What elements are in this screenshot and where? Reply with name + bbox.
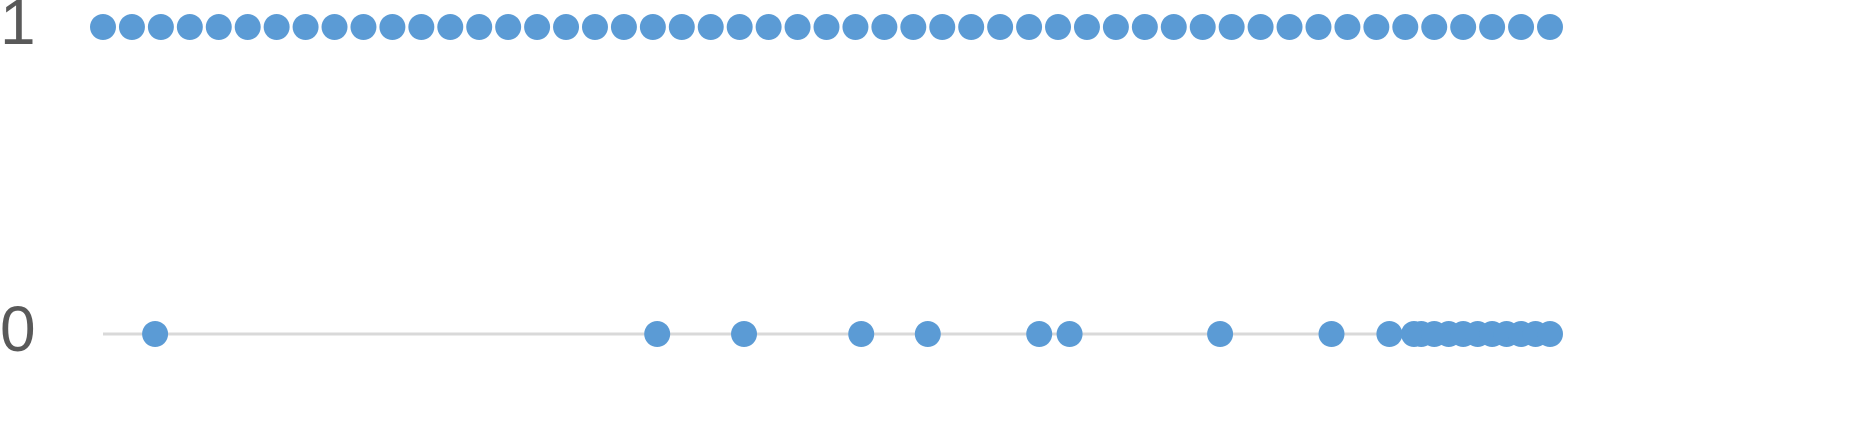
data-point [292,14,319,40]
data-point [1376,321,1403,347]
data-point [90,14,116,40]
y-tick-label: 0 [0,293,36,365]
data-point [553,14,580,40]
data-point [1189,14,1216,40]
data-point [234,14,261,40]
data-point [784,14,811,40]
data-point [205,14,232,40]
data-point [914,321,941,347]
data-point [524,14,551,40]
data-point [321,14,348,40]
data-point [1479,14,1506,40]
data-point [1276,14,1303,40]
data-point [726,14,753,40]
data-point [176,14,203,40]
data-point [1363,14,1390,40]
data-point [697,14,724,40]
data-point [1218,14,1245,40]
data-point [610,14,637,40]
data-point [495,14,522,40]
data-point [1318,321,1345,347]
data-point [639,14,666,40]
data-point [1247,14,1274,40]
data-point [871,14,898,40]
data-point [1392,14,1419,40]
data-point [118,14,145,40]
data-point [581,14,608,40]
data-point [1102,14,1129,40]
data-point [1421,14,1448,40]
data-point [1160,14,1187,40]
data-point [1131,14,1158,40]
data-point [379,14,406,40]
data-point [1450,14,1477,40]
data-point [437,14,464,40]
data-point [1073,14,1100,40]
data-point [1537,14,1563,40]
y-tick-label: 1 [0,0,36,58]
data-point [848,321,875,347]
data-point [142,321,169,347]
data-point [1305,14,1332,40]
marks-layer [90,14,1563,347]
data-point [987,14,1014,40]
data-point [1334,14,1361,40]
data-point [1026,321,1053,347]
data-point [466,14,493,40]
data-point [813,14,840,40]
data-point [1207,321,1234,347]
data-point [900,14,927,40]
labels-layer: 01 [0,0,36,365]
data-point [1508,14,1535,40]
data-point [1056,321,1083,347]
data-point [147,14,174,40]
data-point [755,14,782,40]
data-point [929,14,956,40]
data-point [350,14,377,40]
data-point [668,14,695,40]
data-point [958,14,985,40]
data-point [842,14,869,40]
data-point [408,14,435,40]
data-point [263,14,290,40]
data-point [1045,14,1072,40]
data-point [644,321,671,347]
data-point [731,321,758,347]
data-point [1537,321,1563,347]
data-point [1016,14,1043,40]
